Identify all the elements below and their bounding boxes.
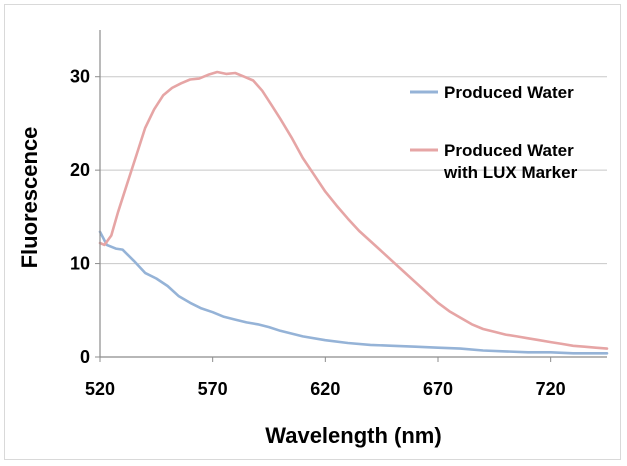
axes <box>95 30 607 362</box>
y-tick-label-10: 10 <box>70 254 90 274</box>
y-axis-title: Fluorescence <box>17 127 42 269</box>
x-tick-label-670: 670 <box>423 379 453 399</box>
x-axis-title: Wavelength (nm) <box>265 423 441 448</box>
series-layer <box>98 70 609 355</box>
x-tick-label-620: 620 <box>310 379 340 399</box>
y-tick-label-0: 0 <box>80 347 90 367</box>
y-tick-label-20: 20 <box>70 160 90 180</box>
y-gridlines <box>100 76 607 265</box>
x-tick-label-520: 520 <box>85 379 115 399</box>
y-tick-labels: 0 10 20 30 <box>70 67 90 367</box>
x-tick-labels: 520 570 620 670 720 <box>85 379 566 399</box>
legend-label-2: Produced Water with LUX Marker <box>443 141 578 182</box>
chart-frame <box>4 4 621 460</box>
series-line-1 <box>98 230 609 355</box>
y-tick-label-30: 30 <box>70 67 90 87</box>
legend-label-1: Produced Water <box>444 83 574 102</box>
x-tick-label-570: 570 <box>198 379 228 399</box>
legend: Produced Water Produced Water with LUX Mar… <box>410 83 578 182</box>
series-line-2 <box>98 70 609 350</box>
x-tick-label-720: 720 <box>536 379 566 399</box>
